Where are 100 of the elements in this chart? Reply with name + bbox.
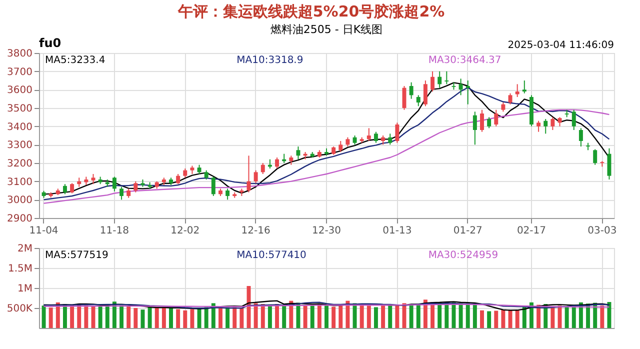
bar — [332, 306, 336, 328]
text: MA10:577410 — [236, 250, 306, 261]
candlestick — [607, 148, 612, 180]
bar — [154, 307, 159, 328]
bar — [254, 303, 258, 328]
y-tick-label: 3000 — [7, 195, 32, 206]
candlestick — [296, 146, 300, 160]
candlestick — [226, 188, 230, 200]
y-tick-label: 3600 — [7, 85, 32, 96]
candlestick — [254, 170, 258, 184]
bar — [134, 308, 138, 328]
candlestick — [409, 82, 414, 100]
bar — [550, 306, 555, 328]
bar — [494, 310, 498, 328]
y-tick-label: 3500 — [7, 104, 32, 114]
bar — [204, 307, 208, 328]
text: MA10:3318.9 — [236, 55, 304, 66]
text: MA30:3464.37 — [428, 55, 502, 66]
bar — [374, 307, 378, 328]
bar — [183, 310, 188, 328]
bar — [395, 304, 400, 328]
bar — [190, 309, 194, 328]
bar — [472, 303, 477, 328]
candlestick — [472, 111, 477, 146]
bar — [338, 306, 343, 328]
candlestick — [423, 80, 428, 107]
bar — [458, 303, 463, 328]
bar — [564, 306, 569, 328]
candlestick — [134, 180, 138, 193]
bar — [522, 306, 526, 328]
bar — [98, 306, 102, 328]
bar — [162, 308, 166, 328]
bar — [515, 310, 520, 328]
candlestick — [381, 135, 386, 146]
bar — [409, 304, 414, 328]
bar — [324, 305, 328, 328]
bar — [388, 305, 392, 328]
candlestick — [395, 122, 400, 144]
y-tick-label: 3800 — [7, 48, 32, 60]
candlestick — [352, 135, 357, 146]
candlestick — [374, 131, 378, 144]
y-tick-label: 3100 — [7, 176, 32, 188]
candlestick — [70, 182, 74, 194]
text: MA30:524959 — [428, 250, 498, 261]
candlestick — [275, 157, 280, 169]
bar — [303, 306, 308, 328]
candlestick — [126, 188, 131, 198]
bar — [423, 300, 428, 328]
y-tick-label: 2900 — [7, 214, 32, 224]
x-tick-label: 01-27 — [453, 226, 482, 236]
bar — [105, 304, 110, 328]
bar — [346, 300, 350, 328]
bar — [226, 307, 230, 328]
candlestick — [501, 102, 506, 112]
bar — [140, 310, 145, 328]
y-tick-label: 1.5M — [8, 264, 32, 274]
candlestick — [211, 176, 216, 196]
bar — [218, 306, 222, 328]
y-tick-label: 3300 — [7, 140, 32, 152]
bar — [275, 304, 280, 328]
candlestick — [62, 184, 67, 195]
bar — [126, 306, 131, 328]
candlestick — [494, 109, 498, 127]
x-tick-label: 02-17 — [516, 226, 546, 236]
candlestick — [197, 164, 202, 174]
candlestick — [572, 109, 576, 130]
x-tick-label: 12-30 — [312, 226, 342, 236]
candlestick — [544, 118, 548, 134]
x-tick-label: 11-04 — [29, 226, 58, 236]
candlestick — [388, 133, 392, 146]
text: MA5:577519 — [45, 250, 108, 261]
bar — [366, 306, 371, 328]
text: 2025-03-04 11:46:09 — [508, 40, 614, 51]
candlestick — [112, 176, 116, 192]
candlestick — [480, 109, 484, 132]
bar — [317, 304, 322, 328]
text: fu0 — [39, 36, 62, 50]
y-tick-label: 3200 — [7, 158, 32, 170]
bar — [416, 304, 420, 328]
bar — [70, 304, 74, 328]
bar — [352, 303, 357, 328]
bar — [232, 307, 237, 328]
bar — [501, 310, 506, 328]
bar — [452, 302, 456, 328]
bar — [148, 306, 152, 328]
candlestick — [366, 128, 371, 142]
bar — [211, 303, 216, 328]
candlestick — [466, 80, 470, 105]
y-tick-label: 1M — [18, 284, 32, 294]
y-tick-label: 3700 — [7, 66, 32, 78]
candlestick — [77, 177, 82, 188]
x-tick-label: 01-13 — [382, 226, 412, 236]
candlestick — [515, 84, 520, 98]
candlestick — [289, 155, 294, 166]
bar — [42, 306, 46, 328]
x-tick-label: 12-02 — [170, 226, 200, 236]
candlestick — [204, 170, 208, 180]
candlestick — [536, 120, 541, 132]
text: 午评：集运欧线跌超5%20号胶涨超2% — [176, 2, 445, 20]
y-tick-label: 500K — [6, 304, 33, 314]
